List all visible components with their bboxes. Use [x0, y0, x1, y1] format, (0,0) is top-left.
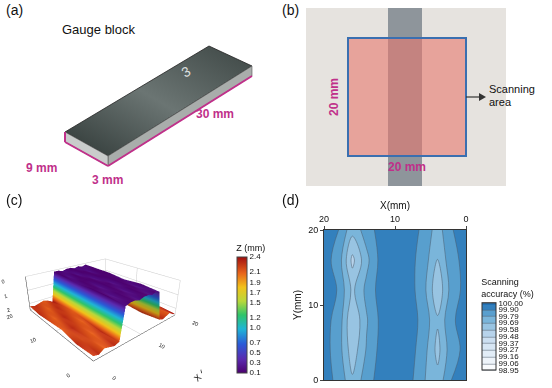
svg-text:0.3: 0.3	[250, 358, 262, 367]
svg-text:20: 20	[319, 214, 329, 224]
svg-text:100.00: 100.00	[499, 299, 524, 308]
svg-text:20: 20	[308, 225, 318, 235]
svg-text:2.4: 2.4	[250, 252, 262, 261]
svg-text:Scanningarea: Scanningarea	[489, 83, 535, 108]
svg-text:99.27: 99.27	[499, 345, 520, 354]
svg-text:0.5: 0.5	[250, 348, 262, 357]
svg-text:10: 10	[390, 214, 400, 224]
svg-text:1.0: 1.0	[250, 323, 262, 332]
svg-text:10: 10	[308, 300, 318, 310]
svg-text:Y(mm): Y(mm)	[292, 290, 303, 320]
svg-text:0.1: 0.1	[250, 368, 262, 377]
svg-text:1.5: 1.5	[250, 298, 262, 307]
svg-text:99.48: 99.48	[499, 332, 520, 341]
svg-text:1.2: 1.2	[250, 313, 262, 322]
svg-text:0: 0	[313, 375, 318, 385]
svg-text:98.95: 98.95	[499, 366, 520, 375]
html-text:(a): (a)	[6, 2, 24, 18]
svg-text:Z (mm): Z (mm)	[236, 243, 265, 253]
svg-text:3 mm: 3 mm	[92, 173, 123, 187]
svg-text:99.37: 99.37	[499, 339, 520, 348]
svg-text:99.90: 99.90	[499, 305, 520, 314]
svg-text:99.69: 99.69	[499, 318, 520, 327]
svg-text:30 mm: 30 mm	[196, 107, 234, 121]
svg-text:0: 0	[463, 214, 468, 224]
svg-text:20 mm: 20 mm	[388, 160, 426, 174]
svg-text:9 mm: 9 mm	[26, 161, 57, 175]
svg-text:0.7: 0.7	[250, 338, 262, 347]
svg-text:Scanningaccuracy (%): Scanningaccuracy (%)	[481, 277, 534, 299]
svg-text:99.16: 99.16	[499, 352, 520, 361]
html-text:(c): (c)	[6, 192, 23, 208]
svg-text:2.1: 2.1	[250, 267, 262, 276]
svg-text:20 mm: 20 mm	[327, 78, 341, 116]
svg-text:Gauge block: Gauge block	[62, 22, 135, 37]
html-text:(d): (d)	[282, 192, 300, 208]
svg-text:99.06: 99.06	[499, 359, 520, 368]
svg-text:1.7: 1.7	[250, 288, 262, 297]
svg-text:1.9: 1.9	[250, 278, 262, 287]
svg-text:X(mm): X(mm)	[380, 200, 410, 211]
svg-text:99.58: 99.58	[499, 325, 520, 334]
svg-text:3: 3	[179, 63, 194, 81]
html-text:(b): (b)	[282, 2, 300, 18]
svg-text:99.79: 99.79	[499, 312, 520, 321]
